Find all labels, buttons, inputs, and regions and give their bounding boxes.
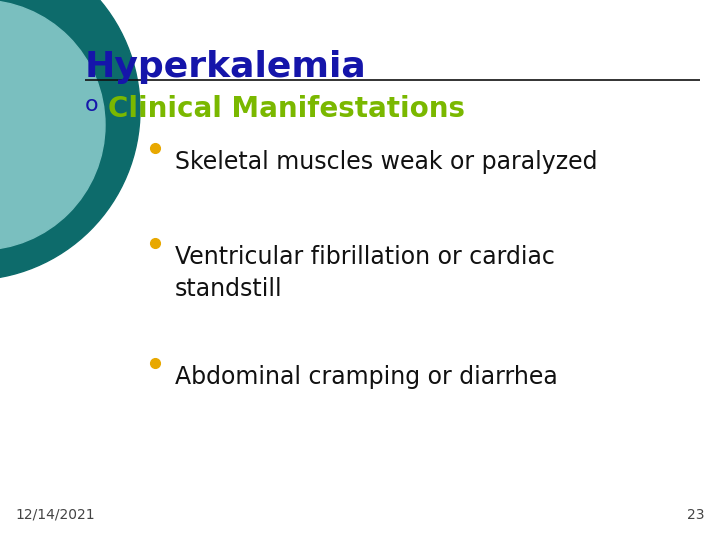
Text: 23: 23: [688, 508, 705, 522]
Text: Hyperkalemia: Hyperkalemia: [85, 50, 366, 84]
Text: Ventricular fibrillation or cardiac
standstill: Ventricular fibrillation or cardiac stan…: [175, 245, 555, 301]
Circle shape: [0, 0, 140, 280]
Text: Abdominal cramping or diarrhea: Abdominal cramping or diarrhea: [175, 365, 558, 389]
Text: Clinical Manifestations: Clinical Manifestations: [108, 95, 465, 123]
Text: o: o: [85, 95, 99, 115]
Circle shape: [0, 0, 105, 250]
Text: 12/14/2021: 12/14/2021: [15, 508, 94, 522]
Text: Skeletal muscles weak or paralyzed: Skeletal muscles weak or paralyzed: [175, 150, 598, 174]
